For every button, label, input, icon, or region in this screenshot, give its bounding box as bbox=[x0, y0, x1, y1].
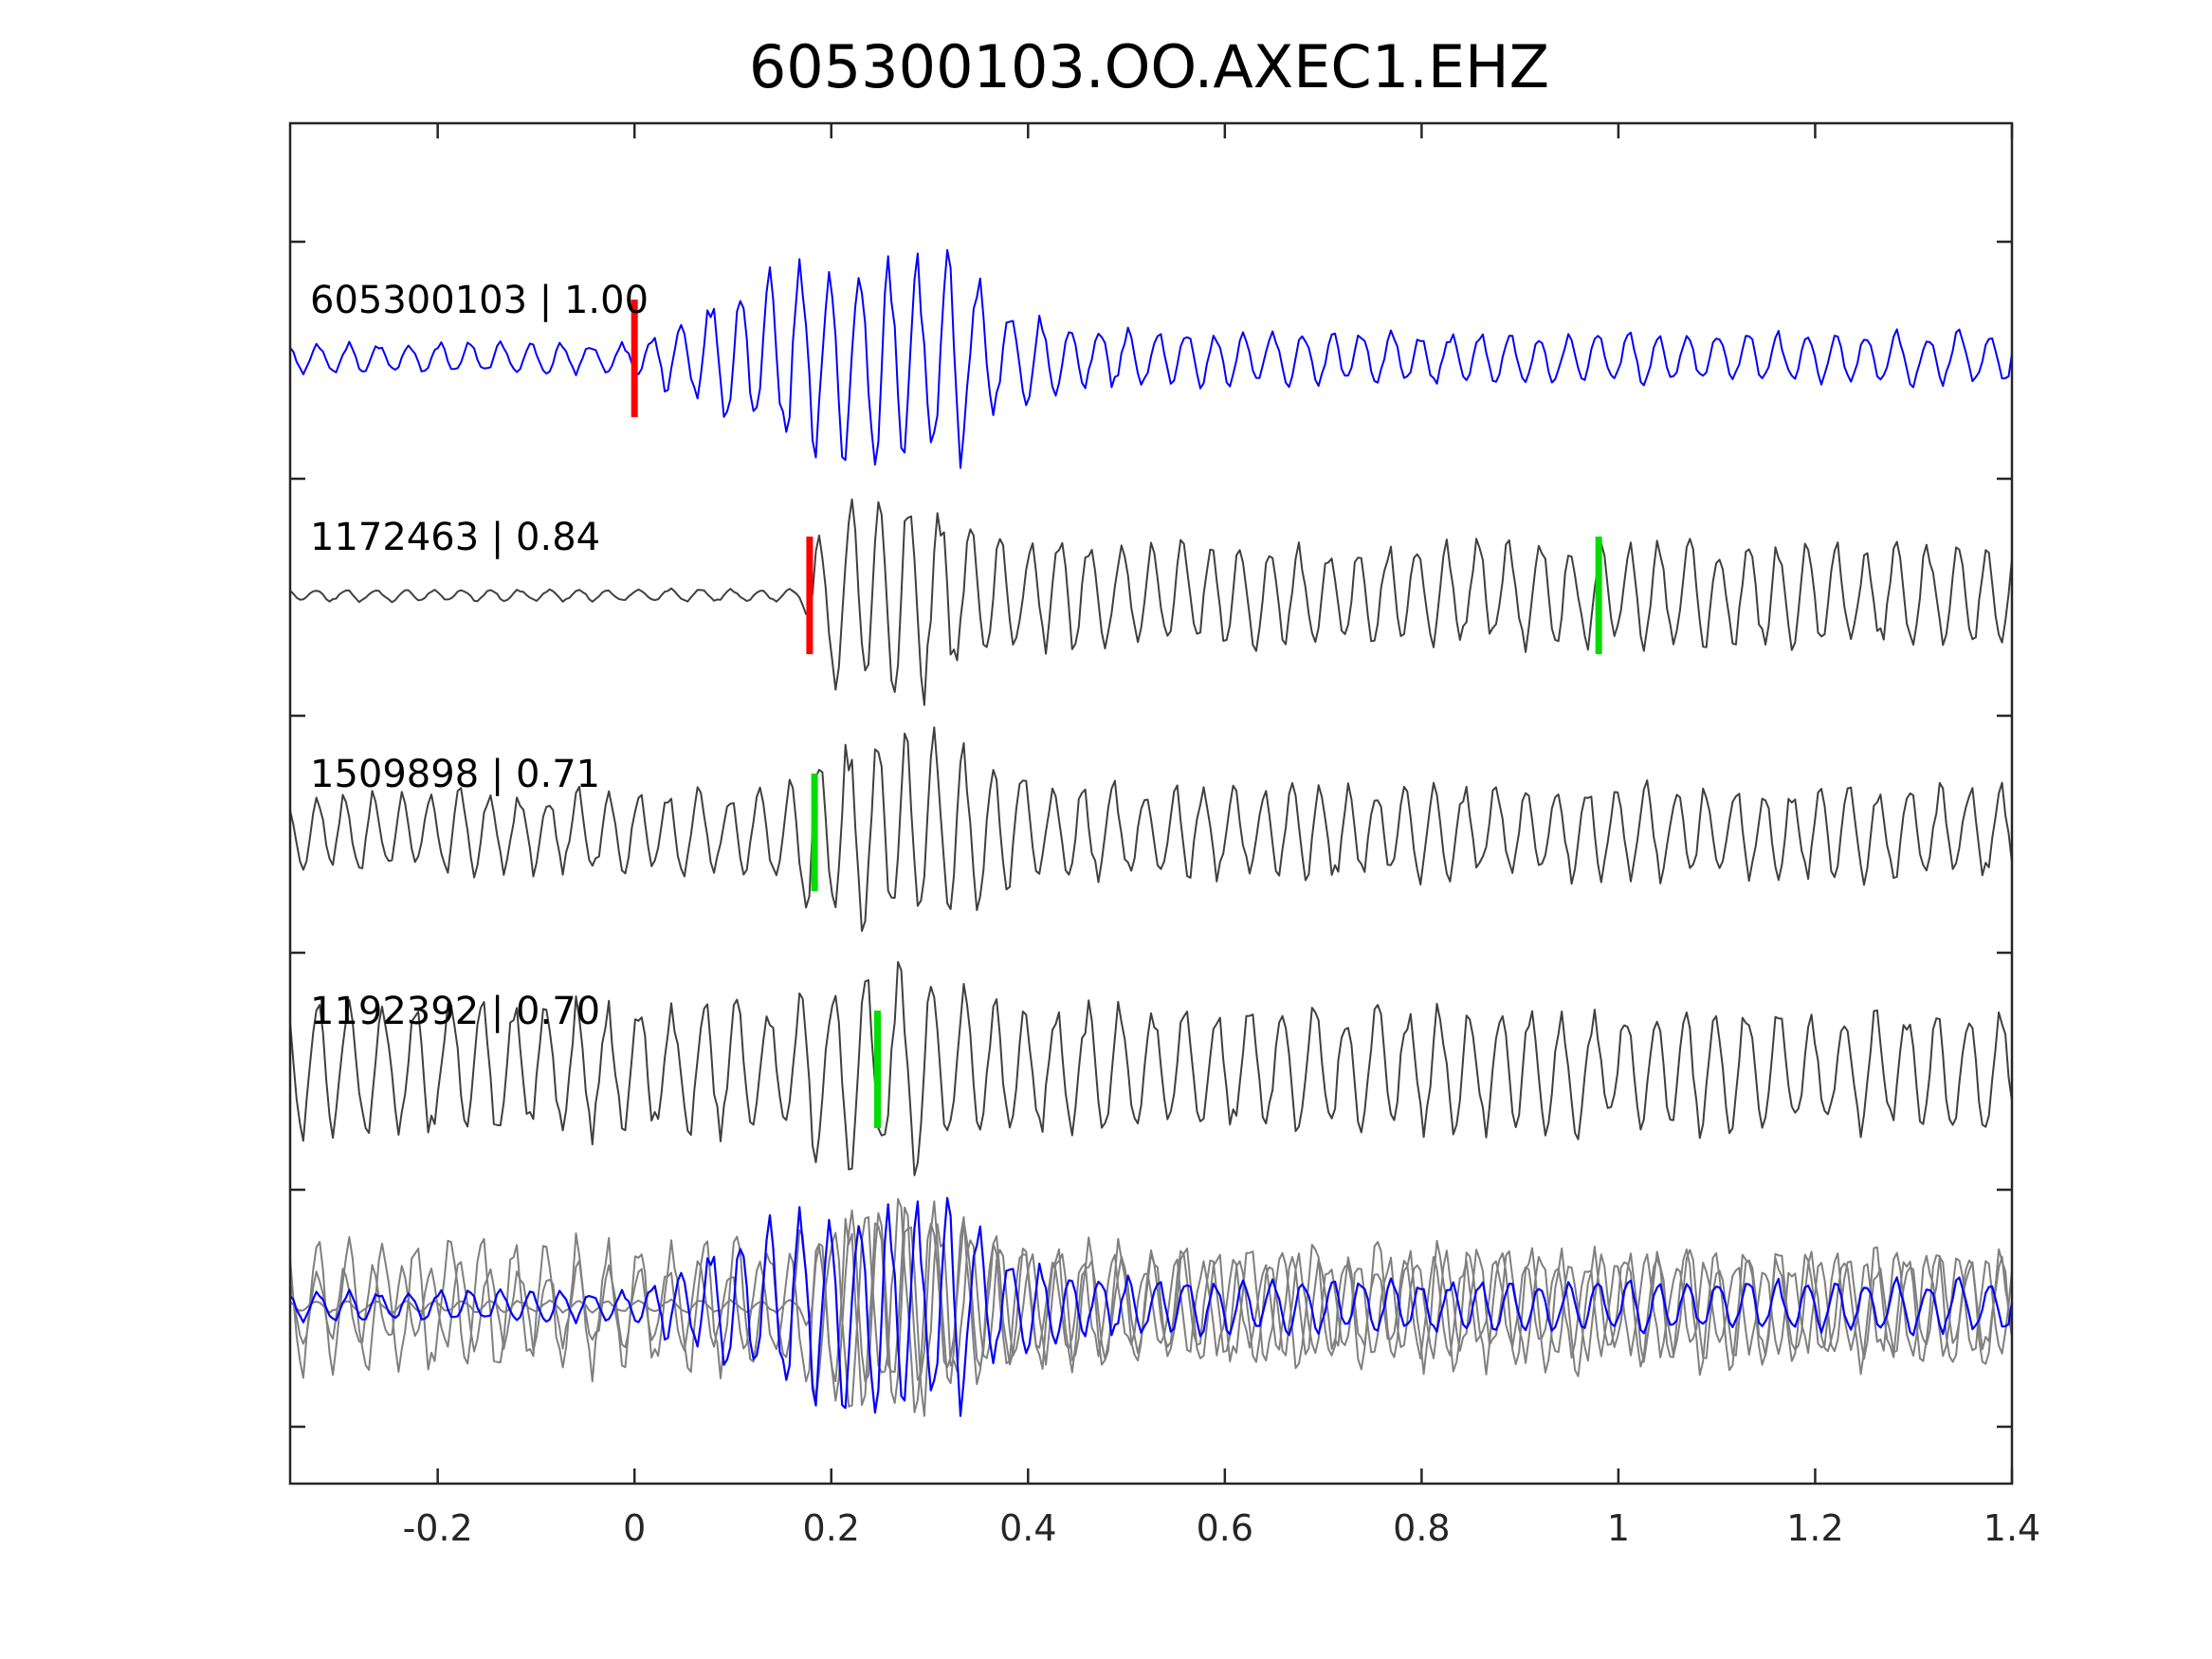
waveform-trace-605300103 bbox=[289, 248, 2013, 469]
trace-label-group: 605300103 | 1.00 1172463 | 0.84 1509898 | … bbox=[310, 279, 649, 1033]
trace-label: 1192392 | 0.70 bbox=[310, 990, 600, 1033]
x-tick-label: -0.2 bbox=[403, 1507, 473, 1549]
plot-axes-box bbox=[288, 121, 2014, 1486]
waveform-trace-1172463 bbox=[289, 498, 2013, 706]
trace-label: 605300103 | 1.00 bbox=[310, 279, 649, 322]
x-tick-label: 0.8 bbox=[1393, 1507, 1450, 1549]
waveform-trace-1509898 bbox=[289, 726, 2013, 932]
trace-label: 1509898 | 0.71 bbox=[310, 753, 600, 796]
x-tick-label: 1.4 bbox=[1983, 1507, 2040, 1549]
axis-ticks bbox=[290, 123, 2014, 1484]
overlay-trace-group bbox=[289, 1196, 2014, 1417]
overlay-trace-1192392 bbox=[289, 1197, 2013, 1413]
x-tick-label: 0 bbox=[623, 1507, 646, 1549]
x-tick-label: 1.2 bbox=[1786, 1507, 1843, 1549]
x-tick-label: 1 bbox=[1607, 1507, 1630, 1549]
x-tick-label: 0.6 bbox=[1197, 1507, 1253, 1549]
trace-group bbox=[289, 248, 2013, 1176]
waveform-trace-1192392 bbox=[289, 960, 2013, 1176]
pick-group bbox=[631, 300, 1602, 1128]
chart-title: 605300103.OO.AXEC1.EHZ bbox=[749, 32, 1549, 101]
x-tick-label: 0.4 bbox=[999, 1507, 1056, 1549]
x-tick-label: 0.2 bbox=[803, 1507, 860, 1549]
x-tick-label-group: -0.2 0 0.2 0.4 0.6 0.8 1 1.2 1.4 bbox=[403, 1507, 2041, 1549]
overlay-trace-reference bbox=[289, 1196, 2014, 1417]
trace-label: 1172463 | 0.84 bbox=[310, 516, 600, 559]
